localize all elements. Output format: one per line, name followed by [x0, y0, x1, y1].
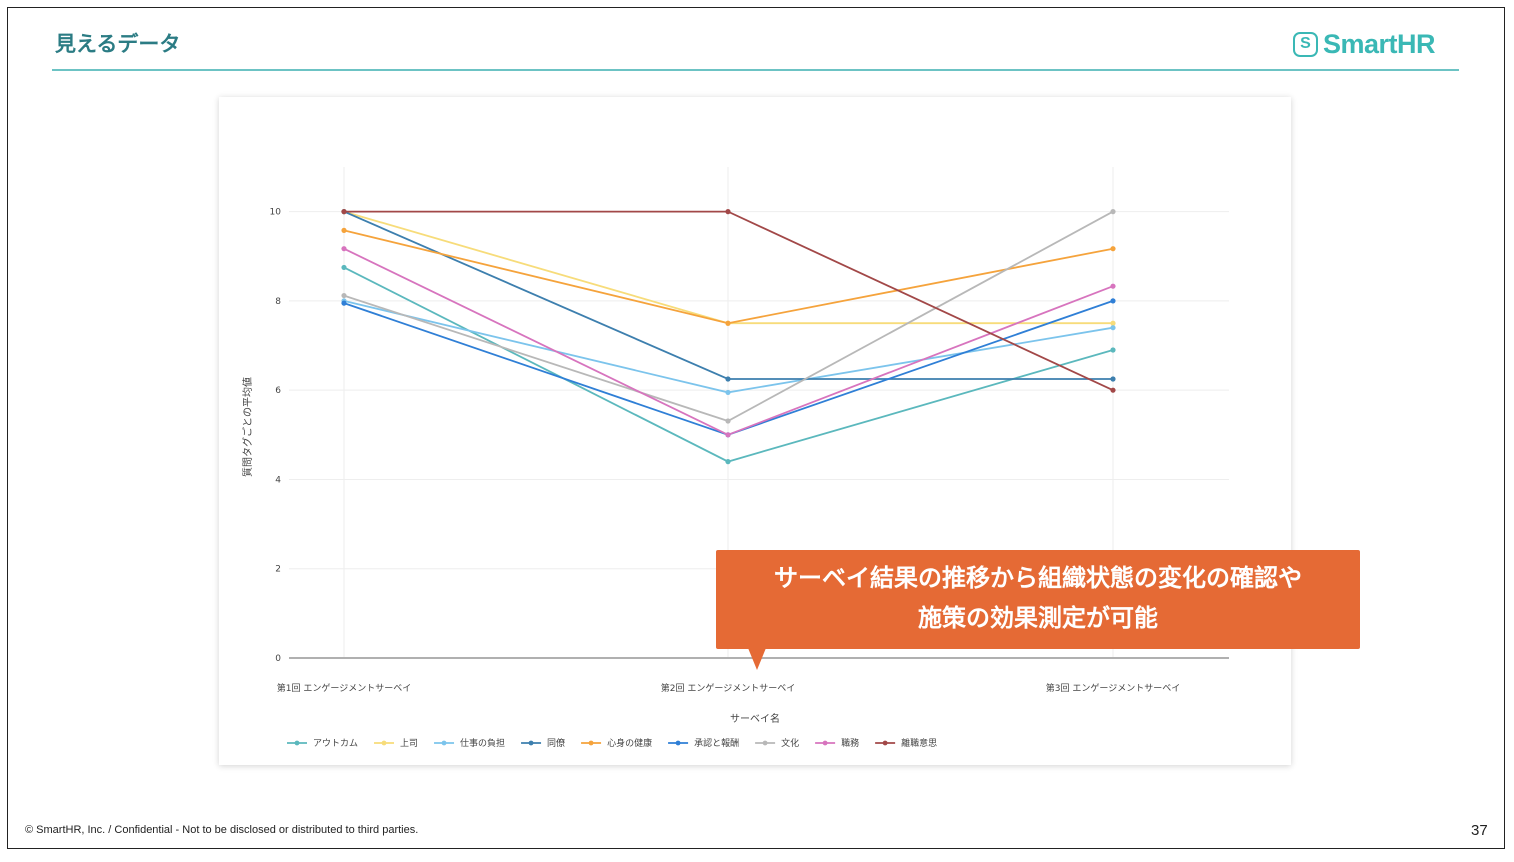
data-point-4-1 — [725, 320, 731, 326]
data-point-6-0 — [341, 292, 347, 299]
legend-label: 仕事の負担 — [460, 737, 505, 749]
data-point-4-2 — [1110, 246, 1116, 252]
data-point-5-2 — [1110, 298, 1116, 304]
slide-frame — [7, 7, 1505, 849]
callout-line-1: サーベイ結果の推移から組織状態の変化の確認や — [774, 564, 1302, 592]
legend-label: アウトカム — [313, 738, 358, 749]
legend-label: 離職意思 — [901, 737, 937, 749]
legend-label: 同僚 — [547, 737, 565, 749]
smarthr-logo-text: SmartHR — [1323, 28, 1436, 59]
data-point-7-0 — [341, 246, 347, 252]
x-tick-label: 第1回 エンゲージメントサーベイ — [277, 682, 411, 694]
legend-swatch-dot — [441, 740, 447, 746]
confidential-footer: © SmartHR, Inc. / Confidential - Not to … — [25, 824, 419, 836]
y-tick-label: 2 — [275, 565, 281, 575]
legend-label: 心身の健康 — [607, 737, 652, 749]
legend-swatch-dot — [822, 740, 828, 746]
data-point-6-2 — [1110, 209, 1116, 215]
legend-swatch-dot — [762, 740, 768, 746]
data-point-7-1 — [725, 432, 731, 438]
data-point-3-2 — [1110, 376, 1116, 382]
data-point-3-1 — [725, 376, 731, 382]
x-axis-title: サーベイ名 — [730, 712, 780, 725]
data-point-1-2 — [1110, 320, 1116, 326]
legend-swatch-dot — [381, 740, 387, 746]
legend-label: 上司 — [400, 738, 418, 749]
legend-swatch-dot — [528, 740, 534, 746]
page-number: 37 — [1471, 822, 1488, 839]
legend-swatch-dot — [675, 740, 681, 746]
y-tick-label: 6 — [275, 386, 281, 396]
data-point-7-2 — [1110, 283, 1116, 289]
slide-title: 見えるデータ — [55, 32, 181, 56]
smarthr-logo: S SmartHR — [1293, 28, 1436, 59]
legend-label: 職務 — [841, 737, 859, 749]
legend-label: 文化 — [781, 737, 799, 749]
legend-swatch-dot — [588, 740, 594, 746]
data-point-2-1 — [725, 389, 731, 396]
y-tick-label: 8 — [275, 297, 281, 307]
smarthr-logo-icon: S — [1293, 31, 1318, 57]
data-point-0-2 — [1110, 347, 1116, 353]
callout-tail — [748, 648, 766, 670]
y-tick-label: 10 — [270, 208, 282, 218]
legend-swatch-dot — [882, 740, 888, 746]
data-point-0-1 — [725, 459, 731, 465]
data-point-8-1 — [725, 209, 731, 215]
data-point-2-2 — [1110, 325, 1116, 331]
data-point-6-1 — [725, 418, 731, 424]
legend-swatch-dot — [294, 740, 300, 746]
data-point-5-0 — [341, 300, 347, 306]
x-tick-label: 第3回 エンゲージメントサーベイ — [1046, 682, 1180, 694]
y-tick-label: 4 — [275, 475, 281, 485]
callout-box: サーベイ結果の推移から組織状態の変化の確認や 施策の効果測定が可能 — [716, 550, 1360, 649]
data-point-4-0 — [341, 227, 347, 233]
callout-line-2: 施策の効果測定が可能 — [918, 604, 1158, 632]
title-divider — [52, 69, 1459, 71]
x-tick-label: 第2回 エンゲージメントサーベイ — [661, 682, 795, 694]
y-axis-title: 質問タグごとの平均値 — [241, 377, 254, 477]
data-point-0-0 — [341, 264, 347, 271]
data-point-8-2 — [1110, 387, 1116, 393]
y-tick-label: 0 — [275, 654, 281, 664]
data-point-8-0 — [341, 209, 347, 215]
legend-label: 承認と報酬 — [694, 737, 739, 749]
